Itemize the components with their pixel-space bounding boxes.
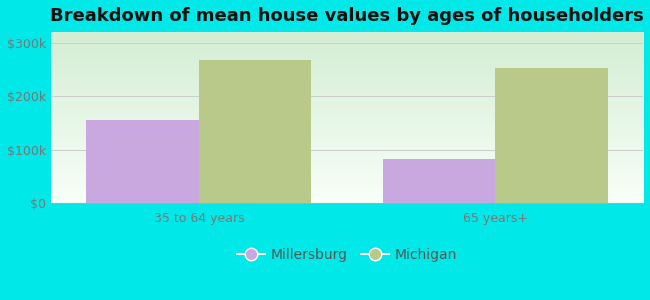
Bar [86,120,199,203]
Bar [199,60,311,203]
Title: Breakdown of mean house values by ages of householders: Breakdown of mean house values by ages o… [50,7,644,25]
Legend: Millersburg, Michigan: Millersburg, Michigan [231,243,463,268]
Bar [495,68,608,203]
Bar [382,159,495,203]
